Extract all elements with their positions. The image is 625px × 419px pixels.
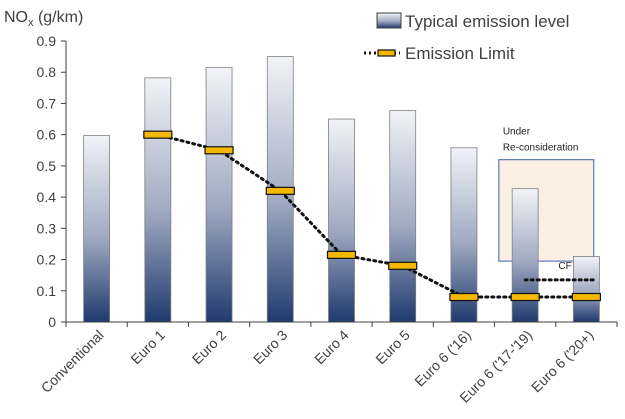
bar-4 [328, 118, 355, 323]
y-tick-label-0: 0 [48, 314, 56, 330]
y-axis-title: NOx (g/km) [4, 9, 83, 29]
x-ticks-group: Conventional Euro 1 Euro 2 Euro 3 Euro 4 Euro… [38, 322, 618, 406]
bar-1 [144, 77, 172, 323]
y-ticks-group: 0 0.1 0.2 0.3 0.4 0.5 0.6 0.7 0.8 0.9 [37, 33, 66, 330]
y-tick-label-4: 0.4 [37, 189, 57, 205]
x-tick-label-3: Euro 3 [250, 327, 291, 368]
legend-label-limit: Emission Limit [405, 44, 515, 63]
limit-marker-6 [449, 292, 479, 302]
cf-line-group: CF [523, 261, 596, 282]
x-tick-label-0: Conventional [38, 327, 107, 396]
limit-marker-1 [143, 130, 173, 139]
y-tick-label-7: 0.7 [37, 95, 57, 111]
limit-marker-7 [510, 292, 540, 302]
y-tick-label-2: 0.2 [37, 252, 57, 268]
limit-markers-group [143, 130, 601, 302]
y-tick-label-5: 0.5 [37, 158, 57, 174]
x-tick-label-4: Euro 4 [311, 327, 352, 368]
y-tick-label-3: 0.3 [37, 220, 57, 236]
bars-group [83, 56, 600, 323]
annotation-under: Under [503, 127, 531, 138]
y-tick-label-1: 0.1 [37, 283, 57, 299]
x-tick-label-8: Euro 6 ('20+) [528, 327, 597, 396]
bar-5 [389, 110, 417, 323]
y-tick-label-9: 0.9 [37, 33, 57, 49]
y-axis-title-unit: (g/km) [34, 9, 84, 26]
cf-label: CF [558, 261, 571, 272]
y-tick-label-8: 0.8 [37, 64, 57, 80]
limit-marker-2 [204, 146, 234, 155]
y-axis-title-sub: x [28, 17, 34, 29]
x-tick-label-2: Euro 2 [189, 327, 230, 368]
bar-8 [572, 256, 600, 323]
bar-2 [205, 67, 233, 323]
x-tick-label-1: Euro 1 [127, 327, 168, 368]
legend-label-typical: Typical emission level [405, 12, 569, 31]
x-tick-label-5: Euro 5 [372, 327, 413, 368]
y-axis-title-main: NO [4, 9, 28, 26]
legend-swatch-limit-marker [377, 49, 396, 57]
limit-marker-3 [265, 186, 295, 195]
legend: Typical emission level Emission Limit [364, 12, 569, 63]
y-tick-label-6: 0.6 [37, 127, 57, 143]
limit-marker-5 [388, 261, 418, 270]
limit-marker-4 [326, 250, 357, 259]
bar-0 [83, 135, 111, 323]
legend-swatch-typical [376, 12, 402, 29]
bar-7 [511, 188, 539, 323]
limit-marker-8 [571, 292, 601, 302]
x-tick-label-6: Euro 6 ('16) [411, 327, 474, 390]
annotation-reconsideration: Re-consideration [503, 142, 579, 153]
